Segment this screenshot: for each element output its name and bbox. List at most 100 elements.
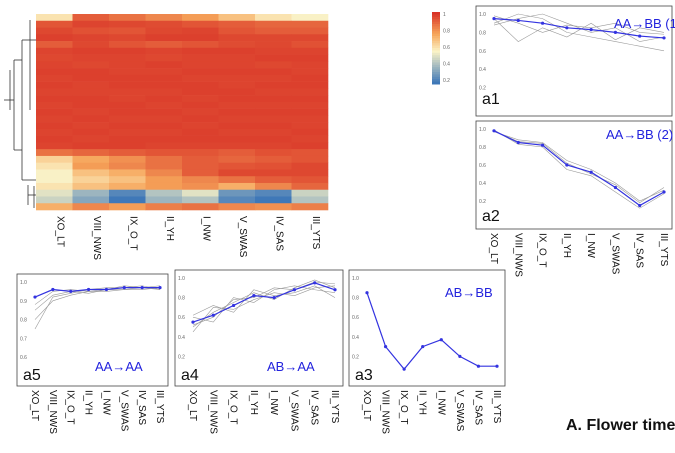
y-tick-label: 0.2 — [479, 86, 486, 92]
series-point — [540, 143, 545, 147]
heatmap-cell — [291, 95, 329, 103]
x-tick-label: III_YTS — [329, 390, 340, 424]
heatmap-cell — [72, 61, 110, 69]
heatmap-cell — [72, 115, 110, 123]
heatmap-cell — [109, 155, 146, 163]
legend-tick-label: 0.2 — [443, 78, 450, 84]
background-series-line — [34, 287, 161, 320]
legend-swatch — [432, 38, 440, 42]
heatmap-cell — [218, 54, 256, 62]
legend-swatch — [432, 50, 440, 54]
series-point — [292, 288, 297, 292]
heatmap-cell — [145, 14, 183, 22]
heatmap-cell — [145, 20, 183, 28]
heatmap-cell — [255, 54, 292, 62]
panel-title: AB→BB — [445, 285, 493, 300]
heatmap-cell — [145, 27, 183, 35]
series-point — [231, 303, 236, 308]
series-point — [69, 289, 73, 293]
heatmap-cell — [145, 122, 183, 130]
panel-title: AB→AA — [267, 359, 315, 374]
heatmap-cell — [291, 155, 329, 163]
heatmap-cell — [218, 47, 256, 55]
legend-swatch — [432, 72, 440, 75]
heatmap-cell — [291, 41, 329, 49]
heatmap-cell — [109, 27, 146, 35]
heatmap-cell — [72, 149, 110, 157]
panel-label: a4 — [181, 367, 199, 384]
x-tick-label: IX_O_T — [228, 390, 239, 424]
heatmap-cell — [291, 74, 329, 82]
heatmap-cell — [109, 196, 146, 204]
x-tick-label: VIII_NWS — [380, 390, 391, 434]
heatmap-cell — [291, 101, 329, 109]
x-tick-label: XO_LT — [361, 390, 372, 421]
figure-caption: A. Flower time — [566, 417, 675, 434]
y-tick-label: 0.7 — [20, 336, 27, 342]
series-point — [492, 17, 496, 21]
legend-swatch — [432, 76, 440, 80]
heatmap-cell — [218, 88, 256, 96]
heatmap-cell — [218, 34, 256, 42]
x-tick-label: IV_SAS — [472, 390, 483, 425]
x-tick-label: IV_SAS — [136, 390, 147, 425]
heatmap-cell — [255, 189, 292, 197]
y-tick-label: 0.4 — [178, 335, 185, 341]
series-point — [421, 345, 425, 349]
background-series-line — [493, 13, 665, 52]
heatmap-cell — [72, 142, 110, 150]
series-point — [439, 338, 443, 342]
heatmap-cell — [255, 101, 292, 109]
panel-label: a5 — [23, 367, 41, 384]
heatmap-cell — [255, 27, 292, 35]
background-series-line — [493, 129, 665, 209]
heatmap-cell — [109, 189, 146, 197]
series-point — [662, 36, 666, 40]
legend-swatch — [432, 79, 440, 83]
series-line — [34, 287, 160, 298]
heatmap-cell — [291, 189, 329, 197]
heatmap-column-label: I_NW — [200, 216, 211, 242]
heatmap-cell — [145, 196, 183, 204]
heatmap-cell — [182, 54, 219, 62]
heatmap-cell — [72, 34, 110, 42]
x-tick-label: XO_LT — [187, 390, 198, 421]
heatmap-cell — [255, 155, 292, 163]
heatmap-cell — [255, 47, 292, 55]
x-tick-label: VIII_NWS — [512, 233, 523, 277]
heatmap-cell — [36, 101, 73, 109]
series-line — [192, 282, 336, 323]
heatmap-cell — [72, 27, 110, 35]
heatmap-cell — [182, 203, 219, 211]
heatmap-cell — [36, 169, 73, 177]
heatmap-cell — [109, 142, 146, 150]
heatmap-cell — [255, 108, 292, 116]
heatmap-cell — [291, 34, 329, 42]
heatmap-cell — [255, 34, 292, 42]
heatmap-cell — [182, 14, 219, 22]
heatmap-cell — [182, 20, 219, 28]
heatmap-cell — [36, 149, 73, 157]
heatmap-cell — [182, 115, 219, 123]
legend-swatch — [432, 12, 440, 15]
background-series-line — [493, 15, 665, 35]
y-tick-label: 0.8 — [20, 318, 27, 324]
heatmap-cell — [36, 81, 73, 89]
heatmap-cell — [145, 47, 183, 55]
heatmap-cell — [218, 155, 256, 163]
heatmap-cell — [182, 74, 219, 82]
legend-swatch — [432, 40, 440, 44]
heatmap-cell — [36, 14, 73, 22]
heatmap-column-label: III_YTS — [310, 216, 321, 250]
y-tick-label: 1.0 — [178, 276, 185, 282]
heatmap-cell — [291, 176, 329, 184]
heatmap-column-label: VIII_NWS — [91, 216, 102, 260]
panel-label: a3 — [355, 367, 373, 384]
heatmap-cell — [255, 81, 292, 89]
heatmap-cell — [72, 14, 110, 22]
heatmap-cell — [218, 115, 256, 123]
heatmap-cell — [291, 14, 329, 22]
heatmap-column-label: II_YH — [164, 216, 175, 241]
panel-title: AA→AA — [95, 359, 143, 374]
series-point — [252, 294, 256, 298]
